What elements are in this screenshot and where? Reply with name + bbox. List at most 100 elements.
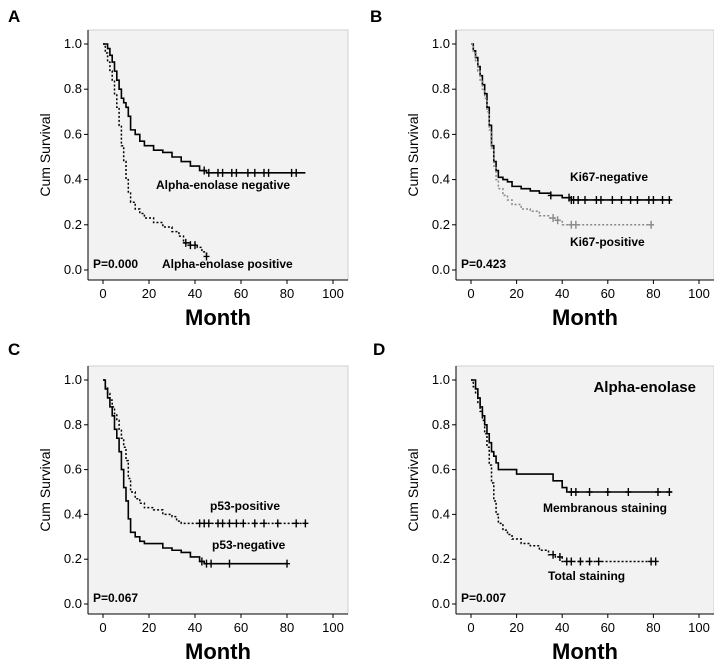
x-axis-label: Month <box>185 639 251 663</box>
x-tick-label: 100 <box>322 286 344 301</box>
y-tick-label: 0.4 <box>64 172 82 187</box>
x-tick-label: 40 <box>188 286 202 301</box>
series-label: p53-negative <box>212 538 286 552</box>
x-tick-label: 20 <box>509 286 523 301</box>
series-label: p53-positive <box>210 499 280 513</box>
censor-mark <box>572 220 579 229</box>
y-tick-label: 0.2 <box>432 551 450 566</box>
censor-mark <box>618 195 625 204</box>
x-axis-label: Month <box>552 305 618 330</box>
x-tick-label: 40 <box>555 286 569 301</box>
y-axis-label: Cum Survival <box>37 113 53 196</box>
x-tick-label: 60 <box>601 286 615 301</box>
panel-b: B 0.0 0.2 0.4 0.6 0.8 1.0 0 20 40 60 80 100 Cum Survi… <box>370 7 714 330</box>
x-tick-label: 20 <box>142 286 156 301</box>
survival-curve-1 <box>471 43 672 201</box>
censor-mark <box>205 168 212 177</box>
panel-a: A 0.0 0.2 0.4 0.6 0.8 1.0 0 20 40 60 80 100 Cum Survi… <box>8 7 349 330</box>
y-axis-label: Cum Survival <box>37 448 53 531</box>
survival-curve-2 <box>471 379 654 563</box>
censor-mark <box>650 195 657 204</box>
censor-mark <box>244 168 251 177</box>
panel-letter: C <box>8 340 20 359</box>
series-label: Ki67-negative <box>570 170 648 184</box>
y-tick-label: 1.0 <box>432 36 450 51</box>
plot-area <box>87 29 349 281</box>
y-tick-label: 1.0 <box>432 372 450 387</box>
y-tick-label: 0.8 <box>64 417 82 432</box>
censor-mark <box>182 238 189 247</box>
censor-mark <box>572 488 579 496</box>
censor-mark <box>201 166 208 175</box>
survival-curve-2 <box>103 379 287 565</box>
survival-curve-2 <box>471 43 654 226</box>
x-tick-label: 80 <box>280 620 294 635</box>
y-tick-label: 0.0 <box>432 596 450 611</box>
panel-letter: B <box>370 7 382 26</box>
censor-mark <box>203 252 210 261</box>
censor-mark <box>550 214 557 223</box>
y-tick-label: 0.0 <box>64 596 82 611</box>
series-label: Alpha-enolase positive <box>162 257 293 271</box>
y-tick-label: 0.8 <box>64 81 82 96</box>
y-tick-label: 0.2 <box>64 551 82 566</box>
censor-mark <box>575 195 582 204</box>
y-tick-label: 0.8 <box>432 417 450 432</box>
x-tick-label: 60 <box>601 620 615 635</box>
x-tick-label: 0 <box>467 286 474 301</box>
censor-mark <box>198 557 205 566</box>
y-tick-label: 0.0 <box>432 262 450 277</box>
p-value: P=0.007 <box>461 591 506 605</box>
y-tick-label: 0.4 <box>64 506 82 521</box>
plot-area <box>455 365 714 615</box>
censor-mark <box>293 519 300 528</box>
censor-mark <box>577 557 584 566</box>
censor-mark <box>251 168 258 177</box>
censor-mark <box>233 519 240 528</box>
y-tick-label: 0.6 <box>64 462 82 477</box>
y-tick-label: 0.2 <box>432 217 450 232</box>
censor-mark <box>261 519 267 528</box>
censor-mark <box>284 559 290 568</box>
x-tick-label: 60 <box>234 620 248 635</box>
censor-mark <box>586 488 593 496</box>
plot-area <box>455 29 714 281</box>
censor-mark <box>251 519 258 528</box>
censor-mark <box>586 557 593 566</box>
x-tick-label: 100 <box>688 620 710 635</box>
censor-mark <box>627 195 634 204</box>
x-axis-label: Month <box>185 305 251 330</box>
series-label: Membranous staining <box>543 501 667 515</box>
x-tick-label: 40 <box>188 620 202 635</box>
censor-mark <box>654 488 661 496</box>
censor-mark <box>226 559 233 568</box>
censor-mark <box>205 519 212 528</box>
panel-letter: A <box>8 7 20 26</box>
censor-mark <box>293 168 300 177</box>
x-tick-label: 0 <box>99 620 106 635</box>
censor-mark <box>666 195 673 204</box>
y-tick-label: 0.0 <box>64 262 82 277</box>
censor-mark <box>208 559 215 568</box>
series-label: Ki67-positive <box>570 235 645 249</box>
p-value: P=0.423 <box>461 257 506 271</box>
y-tick-label: 0.4 <box>432 506 450 521</box>
censor-mark <box>226 519 233 528</box>
y-tick-label: 0.8 <box>432 81 450 96</box>
censor-mark <box>240 519 247 528</box>
panel-c: C 0.0 0.2 0.4 0.6 0.8 1.0 0 20 40 60 80 100 Cum Survi… <box>8 340 349 663</box>
censor-mark <box>274 519 281 528</box>
y-tick-label: 0.6 <box>432 126 450 141</box>
x-tick-label: 100 <box>322 620 344 635</box>
censor-mark <box>634 195 641 204</box>
censor-mark <box>302 519 309 528</box>
censor-mark <box>233 168 240 177</box>
censor-mark <box>648 220 655 229</box>
censor-mark <box>568 557 575 566</box>
censor-mark <box>219 168 226 177</box>
censor-mark <box>597 195 604 204</box>
x-tick-label: 40 <box>555 620 569 635</box>
x-tick-label: 20 <box>142 620 156 635</box>
y-tick-label: 0.6 <box>64 126 82 141</box>
